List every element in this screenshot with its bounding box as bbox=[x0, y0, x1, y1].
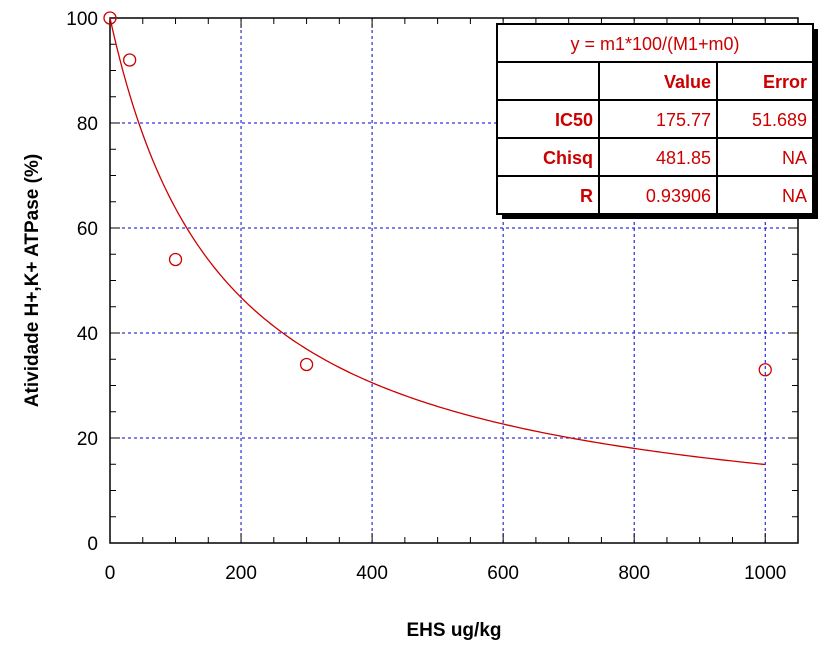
table-header-cell: Value bbox=[664, 72, 711, 92]
fit-results-table: y = m1*100/(M1+m0) Value Error IC50 175.77 51… bbox=[496, 23, 818, 219]
table-cell: 481.85 bbox=[656, 148, 711, 168]
data-point bbox=[758, 363, 772, 377]
table-cell: 0.93906 bbox=[646, 186, 711, 206]
x-tick-label: 600 bbox=[487, 563, 519, 584]
y-tick-label: 100 bbox=[66, 9, 98, 30]
x-tick-labels: 0 200 400 600 800 1000 bbox=[105, 563, 787, 584]
x-tick-label: 1000 bbox=[744, 563, 786, 584]
data-point bbox=[123, 53, 137, 67]
table-frame bbox=[496, 23, 814, 215]
data-point bbox=[168, 252, 183, 267]
y-tick-label: 60 bbox=[77, 219, 98, 240]
fit-equation: y = m1*100/(M1+m0) bbox=[570, 34, 739, 54]
fit-curve bbox=[109, 17, 766, 466]
plot-frame bbox=[109, 17, 799, 544]
x-tick-label: 400 bbox=[356, 563, 388, 584]
table-cell: 175.77 bbox=[656, 110, 711, 130]
y-tick-label: 40 bbox=[77, 324, 98, 345]
data-point bbox=[103, 11, 117, 25]
y-tick-label: 80 bbox=[77, 114, 98, 135]
y-axis-title: Atividade H+,K+ ATPase (%) bbox=[22, 154, 43, 407]
table-cell: NA bbox=[782, 148, 807, 168]
table-header-cell: Error bbox=[763, 72, 807, 92]
x-axis-title: EHS ug/kg bbox=[406, 620, 501, 641]
data-point bbox=[299, 357, 314, 372]
table-cell: R bbox=[580, 186, 593, 206]
data-points bbox=[103, 11, 772, 377]
y-tick-labels: 0 20 40 60 80 100 bbox=[66, 9, 98, 555]
x-tick-label: 200 bbox=[225, 563, 257, 584]
y-tick-label: 0 bbox=[87, 534, 98, 555]
table-cell: 51.689 bbox=[752, 110, 807, 130]
table-cell: Chisq bbox=[543, 148, 593, 168]
table-cell: NA bbox=[782, 186, 807, 206]
table-cell: IC50 bbox=[555, 110, 593, 130]
x-tick-label: 0 bbox=[105, 563, 116, 584]
x-tick-label: 800 bbox=[618, 563, 650, 584]
y-tick-label: 20 bbox=[77, 429, 98, 450]
